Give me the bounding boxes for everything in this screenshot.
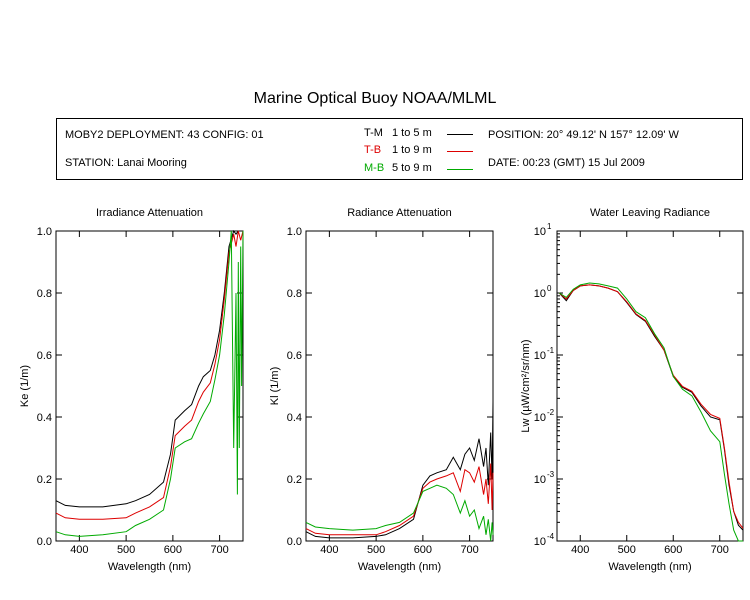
plot-frame xyxy=(55,230,244,542)
position-text: POSITION: 20° 49.12' N 157° 12.09' W xyxy=(488,129,679,141)
x-tick-label: 400 xyxy=(320,544,338,556)
y-tick-label: 0.4 xyxy=(37,412,52,424)
y-axis-label: Kl (1/m) xyxy=(269,367,281,406)
y-tick-label: 1.0 xyxy=(37,226,52,238)
y-tick-label: 10 xyxy=(534,226,546,238)
x-tick-label: 400 xyxy=(571,544,589,556)
legend-line-tb xyxy=(447,151,473,152)
series-line-m-b xyxy=(559,282,743,542)
plot-frame xyxy=(556,230,744,542)
series-line-t-b xyxy=(558,284,744,529)
y-tick-label: 0.4 xyxy=(287,412,302,424)
y-tick-label: 10 xyxy=(534,350,546,362)
y-tick-label: 10 xyxy=(534,536,546,548)
legend-range-tm: 1 to 5 m xyxy=(392,127,432,139)
legend-code-tb: T-B xyxy=(364,144,382,156)
y-tick-label: 10 xyxy=(534,288,546,300)
y-tick-label-exponent: -2 xyxy=(547,408,555,417)
x-axis-label: Wavelength (nm) xyxy=(108,561,191,573)
legend-line-mb xyxy=(447,169,473,170)
y-tick-label: 10 xyxy=(534,412,546,424)
x-tick-label: 700 xyxy=(210,544,228,556)
series-line-m-b xyxy=(55,230,244,537)
series-line-m-b xyxy=(305,484,494,542)
deployment-text: MOBY2 DEPLOYMENT: 43 CONFIG: 01 xyxy=(65,129,264,141)
y-tick-label-exponent: -3 xyxy=(547,470,555,479)
y-tick-label: 0.2 xyxy=(287,474,302,486)
y-axis-label: Lw (µW/cm²/sr/nm) xyxy=(520,339,532,432)
panel-title: Water Leaving Radiance xyxy=(590,207,710,219)
plot-frame xyxy=(305,230,494,542)
y-tick-label: 0.8 xyxy=(287,288,302,300)
legend-code-mb: M-B xyxy=(364,162,385,174)
x-tick-label: 500 xyxy=(367,544,385,556)
info-box: MOBY2 DEPLOYMENT: 43 CONFIG: 01 STATION:… xyxy=(56,118,743,180)
x-tick-label: 400 xyxy=(70,544,88,556)
y-tick-label: 10 xyxy=(534,474,546,486)
x-axis-label: Wavelength (nm) xyxy=(358,561,441,573)
legend-range-mb: 5 to 9 m xyxy=(392,162,432,174)
x-tick-label: 700 xyxy=(711,544,729,556)
x-tick-label: 600 xyxy=(164,544,182,556)
y-tick-label-exponent: 1 xyxy=(547,222,552,231)
legend-code-tm: T-M xyxy=(364,127,383,139)
y-tick-label-exponent: 0 xyxy=(547,284,552,293)
chart-panel-2: Radiance Attenuation 0.0 0.2 0.4 0.6 0.8 1.0 40… xyxy=(269,207,494,573)
x-tick-label: 500 xyxy=(117,544,135,556)
y-axis-label: Ke (1/m) xyxy=(19,365,31,407)
panel-title: Radiance Attenuation xyxy=(347,207,452,219)
legend-range-tb: 1 to 9 m xyxy=(392,144,432,156)
y-tick-label: 0.8 xyxy=(37,288,52,300)
series-line-t-m xyxy=(55,229,243,508)
series-line-t-m xyxy=(305,401,494,539)
x-tick-label: 700 xyxy=(460,544,478,556)
x-tick-label: 600 xyxy=(664,544,682,556)
x-axis-label: Wavelength (nm) xyxy=(608,561,691,573)
y-tick-label: 0.0 xyxy=(37,536,52,548)
chart-panel-1: Irradiance Attenuation 0.0 0.2 0.4 0.6 0.8 1.0… xyxy=(19,207,244,573)
x-tick-label: 600 xyxy=(414,544,432,556)
series-line-t-b xyxy=(305,463,494,536)
y-tick-label: 1.0 xyxy=(287,226,302,238)
series-line-t-m xyxy=(558,284,744,531)
series-line-t-b xyxy=(55,230,244,520)
y-tick-label: 0.6 xyxy=(287,350,302,362)
date-text: DATE: 00:23 (GMT) 15 Jul 2009 xyxy=(488,157,645,169)
legend-line-tm xyxy=(447,134,473,135)
y-tick-label-exponent: -1 xyxy=(547,346,555,355)
panel-title: Irradiance Attenuation xyxy=(96,207,203,219)
y-tick-label: 0.0 xyxy=(287,536,302,548)
chart-panel-3: Water Leaving Radiance10-410-310-210-110… xyxy=(520,207,744,573)
y-tick-label: 0.2 xyxy=(37,474,52,486)
x-tick-label: 500 xyxy=(618,544,636,556)
station-text: STATION: Lanai Mooring xyxy=(65,157,187,169)
y-tick-label: 0.6 xyxy=(37,350,52,362)
chart-main-title: Marine Optical Buoy NOAA/MLML xyxy=(253,90,497,107)
y-tick-label-exponent: -4 xyxy=(547,532,555,541)
